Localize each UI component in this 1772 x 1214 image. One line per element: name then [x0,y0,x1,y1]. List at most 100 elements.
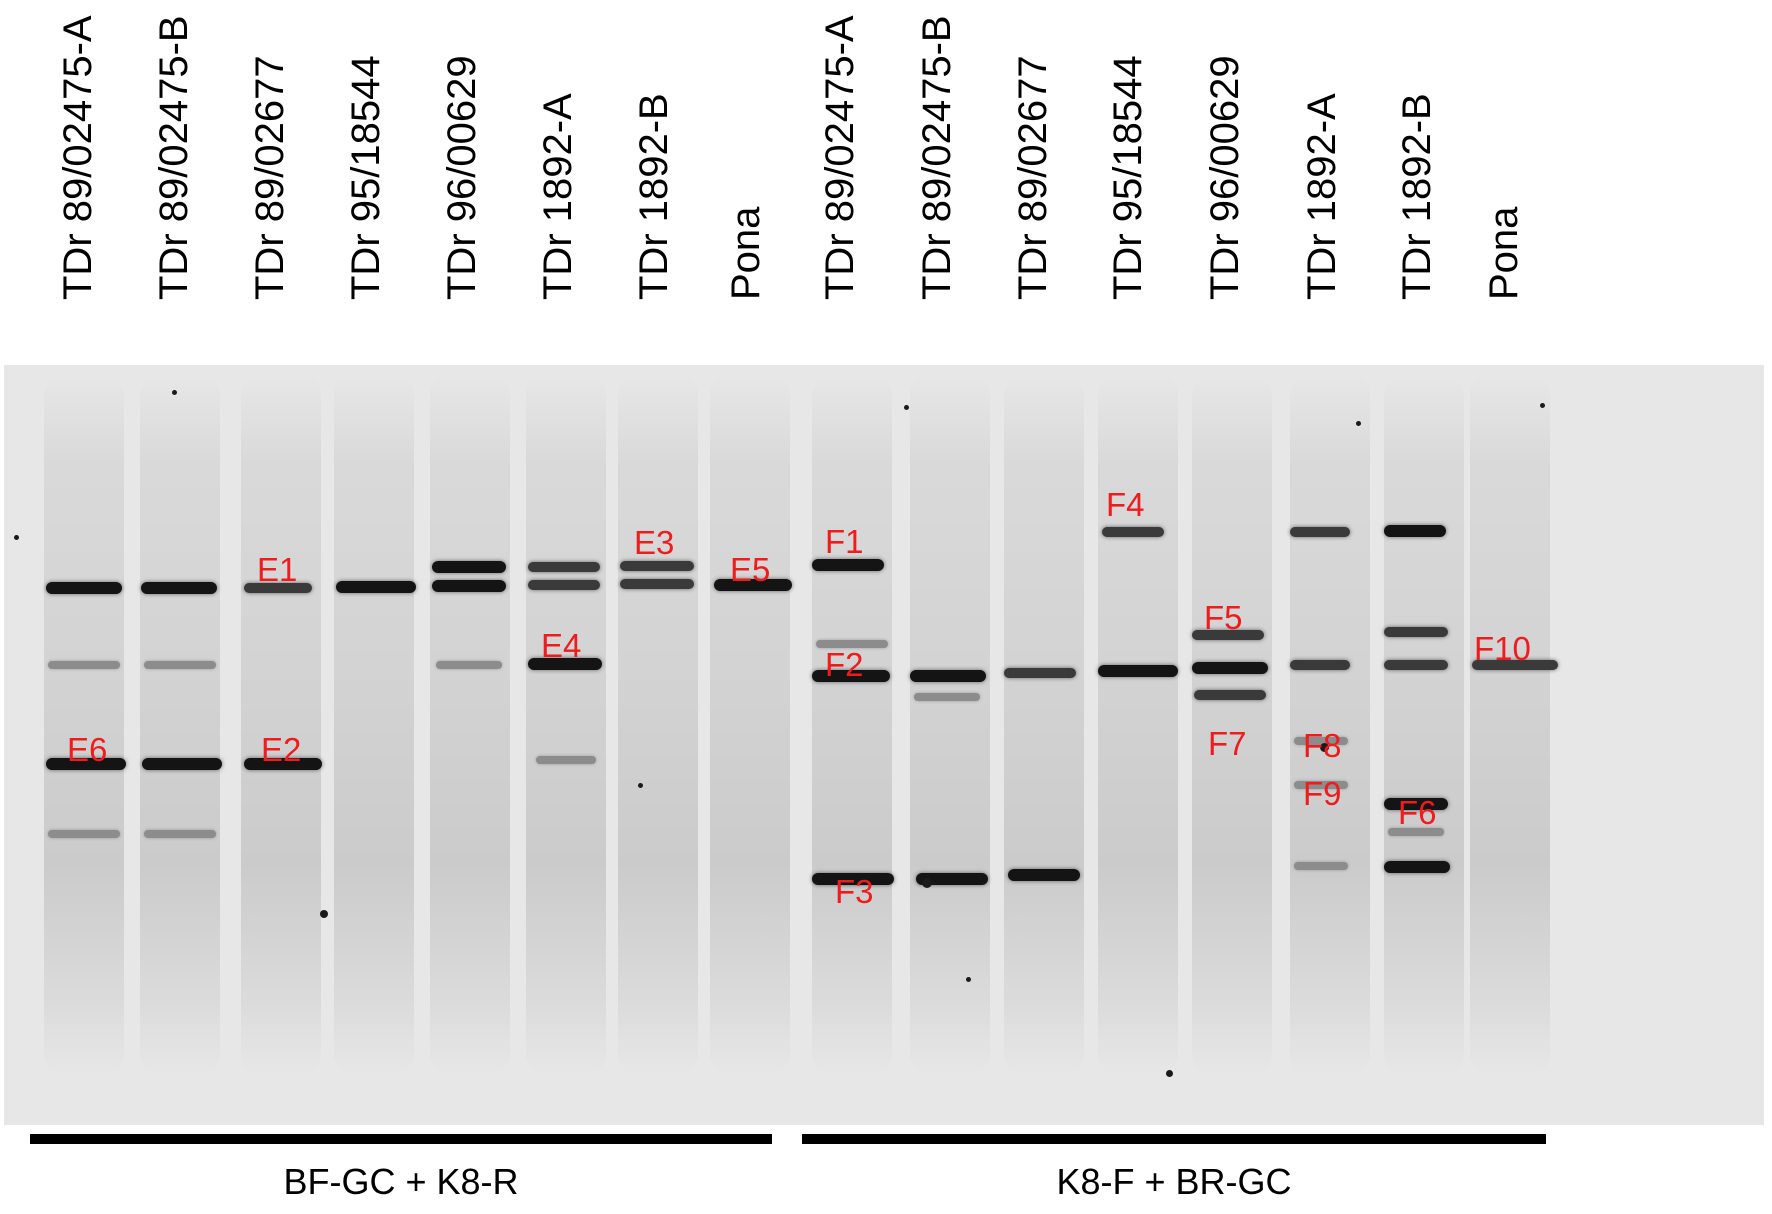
lane-smear [44,375,124,1075]
lane-smear [1290,375,1370,1075]
band [528,562,600,572]
lane-smear [618,375,698,1075]
lane-label: Pona [724,206,768,300]
band-label: F5 [1204,599,1243,636]
lane-label: TDr 89/02475-B [915,15,959,300]
lane-smear [334,375,414,1075]
lane-label: TDr 89/02677 [1011,55,1055,300]
lane-smear [526,375,606,1075]
band [1004,668,1076,678]
band [141,582,217,594]
lane-smear [1470,375,1550,1075]
band [244,758,322,770]
band-label: F10 [1474,630,1531,667]
band-label: F9 [1303,775,1342,812]
lane-label: TDr 96/00629 [1203,55,1247,300]
band [1384,861,1450,873]
lane-smear [710,375,790,1075]
band [1294,737,1348,745]
band [1192,630,1264,640]
band [46,582,122,594]
band-label: F8 [1303,727,1342,764]
band-label: E6 [67,731,108,768]
band [1388,828,1444,836]
group-bar-right [802,1134,1546,1144]
band [432,561,506,573]
lane-label: TDr 96/00629 [440,55,484,300]
lane-label: TDr 1892-B [1395,93,1439,300]
band [48,661,120,669]
lane-label: TDr 95/18544 [344,55,388,300]
dust-speck [1540,403,1545,408]
lane-label: TDr 89/02677 [248,55,292,300]
group-label-right: K8-F + BR-GC [1056,1161,1292,1202]
band-label: E4 [541,627,582,664]
band [620,579,694,589]
band [812,559,884,571]
band [914,693,980,701]
band [1290,527,1350,537]
band-label: F2 [825,646,864,683]
band-label: F4 [1106,486,1145,523]
band [1102,527,1164,537]
dust-speck [1320,743,1329,752]
band [1194,690,1266,700]
dust-speck [904,405,909,410]
lane-label: TDr 1892-B [632,93,676,300]
band [144,830,216,838]
band [46,758,126,770]
band [1008,869,1080,881]
lane-smear [1192,375,1272,1075]
dust-speck [966,977,971,982]
dust-speck [320,910,328,918]
band [1472,660,1558,670]
band [812,670,890,682]
band [142,758,222,770]
band-label: F6 [1398,794,1437,831]
lane-smear [1098,375,1178,1075]
band-label: F3 [835,873,874,910]
band [916,873,988,885]
band-label: E1 [257,551,298,588]
band [528,658,602,670]
lane-smear [241,375,321,1075]
dust-speck [638,783,643,788]
band [436,661,502,669]
band-label: F1 [825,523,864,560]
dust-speck [1356,421,1361,426]
band [144,661,216,669]
band [1384,660,1448,670]
dust-speck [922,878,932,888]
lane-smear [910,375,990,1075]
band [1384,798,1448,810]
group-label-left: BF-GC + K8-R [283,1161,519,1202]
band [48,830,120,838]
band [528,580,600,590]
band [816,640,888,648]
dust-speck [14,535,19,540]
lane-label: Pona [1482,206,1526,300]
band [620,561,694,571]
lane-label: TDr 1892-A [1300,93,1344,300]
lane-smear [1004,375,1084,1075]
group-bar-left [30,1134,772,1144]
dust-speck [1166,1070,1173,1077]
lane-smear [1384,375,1464,1075]
lane-label: TDr 89/02475-A [818,15,862,300]
lane-smear [812,375,892,1075]
lane-label: TDr 89/02475-A [56,15,100,300]
band [1294,862,1348,870]
band [1384,627,1448,637]
lane-smear [140,375,220,1075]
band [910,670,986,682]
band [1384,525,1446,537]
band [336,581,416,593]
band-label: E3 [634,524,675,561]
band [1098,665,1178,677]
lane-smear [430,375,510,1075]
band [812,873,894,885]
band [1290,660,1350,670]
lane-label: TDr 1892-A [536,93,580,300]
band [1294,781,1348,789]
